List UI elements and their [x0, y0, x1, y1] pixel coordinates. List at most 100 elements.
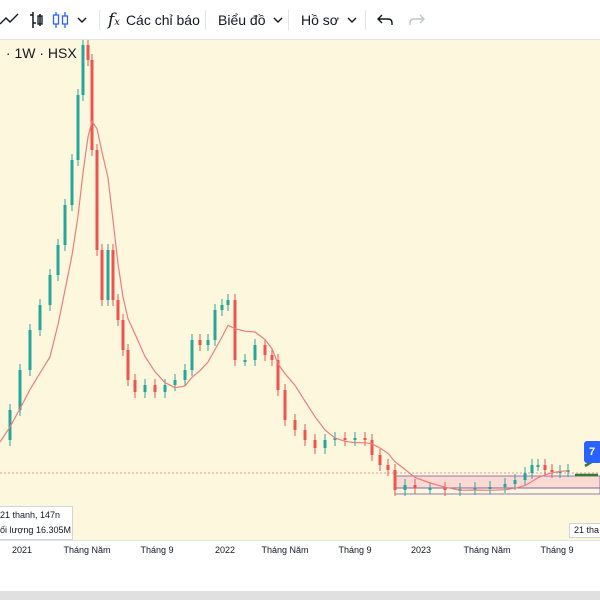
chevron-down-icon [347, 16, 357, 24]
toolbar-divider [99, 10, 100, 30]
candle-body [550, 470, 554, 472]
symbol-legend[interactable]: · 1W · HSX [2, 45, 77, 61]
time-axis-label: Tháng Năm [63, 545, 111, 555]
price-chart[interactable] [0, 40, 600, 540]
undo-icon[interactable] [377, 0, 393, 40]
candle-body [443, 488, 447, 490]
candle-body [190, 340, 194, 370]
candle-body [353, 438, 357, 440]
candle-body [38, 305, 42, 330]
panel-gap [0, 560, 600, 591]
indicators-button[interactable]: fx Các chỉ báo [108, 0, 200, 40]
candle-body [163, 385, 167, 392]
profile-menu-label: Hồ sơ [301, 12, 339, 28]
candle-body [313, 440, 317, 448]
candle-body [76, 95, 80, 160]
candle-body [536, 465, 540, 467]
candle-body [293, 420, 297, 430]
candle-body [173, 380, 177, 385]
redo-icon[interactable] [409, 0, 425, 40]
time-axis-label: Tháng 9 [140, 545, 174, 555]
candle-body [198, 340, 202, 345]
candle-body [153, 385, 157, 392]
candle-body [48, 275, 52, 305]
candle-body [473, 488, 477, 490]
candle-body [183, 370, 187, 380]
candle-body [106, 250, 110, 300]
time-axis-label: 2023 [410, 545, 432, 555]
bar-chart-icon[interactable] [29, 0, 43, 40]
moving-average-line [0, 119, 569, 491]
candle-body [543, 465, 547, 470]
tooltip-bars-text: 21 thanh, 147n [0, 510, 61, 520]
candle-body [323, 440, 327, 448]
candle-body [116, 300, 120, 320]
candle-body [530, 465, 534, 473]
candle-body [111, 250, 115, 300]
toolbar-divider [205, 10, 206, 30]
candle-body [413, 485, 417, 488]
candle-body [86, 45, 90, 60]
price-flag-label: 7 [584, 441, 600, 463]
candle-body [90, 60, 94, 150]
candle-body [253, 345, 257, 360]
candle-body [243, 360, 247, 362]
candle-body [28, 330, 32, 370]
candle-body [263, 345, 267, 355]
candle-body [81, 45, 85, 95]
candle-body [100, 250, 104, 300]
candle-body [206, 340, 210, 345]
candle-body [428, 488, 432, 490]
time-axis-label: Tháng Năm [261, 545, 309, 555]
bottom-scrollbar[interactable] [0, 591, 600, 600]
candle-body [56, 245, 60, 275]
candle-body [8, 410, 12, 440]
time-axis-label: Tháng 9 [338, 545, 372, 555]
candle-body [303, 430, 307, 440]
candle-body [333, 438, 337, 440]
candle-body [283, 390, 287, 420]
time-axis-label: Tháng 9 [540, 545, 574, 555]
candlestick-plot[interactable] [0, 40, 600, 540]
candle-body [370, 440, 374, 455]
candle-body [226, 300, 230, 305]
candle-body [63, 205, 67, 245]
chart-menu-label: Biểu đồ [218, 12, 266, 28]
candles-icon[interactable] [52, 0, 70, 40]
candle-body [143, 385, 147, 392]
tooltip-volume-text: ối lượng 16.305M [0, 525, 71, 535]
fx-icon: fx [108, 10, 120, 30]
candle-body [386, 465, 390, 470]
candle-body [220, 305, 224, 310]
candle-body [133, 380, 137, 392]
toolbar-divider [288, 10, 289, 30]
bar-info-tooltip: 21 thanh, 147n ối lượng 16.305M [0, 506, 73, 540]
candle-body [523, 473, 527, 480]
candle-body [233, 300, 237, 360]
chevron-down-icon[interactable] [77, 0, 87, 40]
zone-box[interactable] [394, 487, 600, 495]
candle-body [70, 160, 74, 205]
profile-menu-button[interactable]: Hồ sơ [301, 0, 357, 40]
candle-body [213, 310, 217, 340]
candle-body [393, 470, 397, 490]
candle-body [343, 438, 347, 440]
time-axis-label: 2021 [11, 545, 33, 555]
top-toolbar: fx Các chỉ báo Biểu đồ Hồ sơ [0, 0, 600, 40]
line-chart-icon[interactable] [0, 0, 22, 40]
candle-body [18, 370, 22, 410]
candle-body [95, 150, 99, 250]
candle-body [503, 484, 507, 487]
candle-body [488, 487, 492, 489]
indicators-label: Các chỉ báo [125, 12, 200, 28]
time-axis-label: 2022 [214, 545, 236, 555]
bar-info-tooltip-right: 21 tha [569, 523, 600, 538]
toolbar-divider [365, 10, 366, 30]
candle-body [558, 471, 562, 473]
candle-body [513, 480, 517, 484]
candle-body [121, 320, 125, 350]
candle-body [276, 360, 280, 390]
chart-menu-button[interactable]: Biểu đồ [218, 0, 283, 40]
time-axis[interactable]: 2021 Tháng Năm Tháng 9 2022 Tháng Năm Tháng 9… [0, 540, 600, 560]
chevron-down-icon [273, 16, 283, 24]
